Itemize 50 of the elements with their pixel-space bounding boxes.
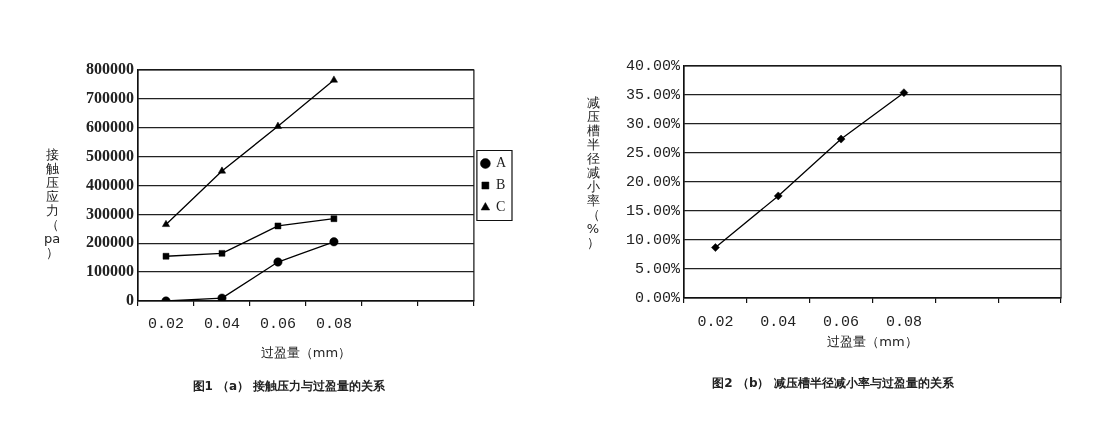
y-tick-label: 200000 bbox=[86, 233, 134, 251]
y-tick-label: 20.00% bbox=[625, 173, 681, 191]
y-tick-label: 0.00% bbox=[634, 289, 681, 307]
y-tick-label: 40.00% bbox=[625, 57, 681, 75]
y-tick-label: 100000 bbox=[86, 262, 134, 280]
point bbox=[330, 215, 338, 222]
text: 减压槽半径减小率（%） bbox=[586, 95, 600, 250]
point bbox=[162, 220, 170, 227]
point bbox=[774, 191, 783, 201]
point bbox=[162, 253, 170, 260]
x-tick-label: 0.08 bbox=[315, 316, 352, 334]
y-axis-title: 接触压应力（pa） bbox=[44, 147, 61, 260]
y-tick-label: 500000 bbox=[86, 146, 134, 164]
y-tick-label: 300000 bbox=[86, 204, 134, 222]
x-axis-title: 过盈量（mm） bbox=[260, 345, 352, 361]
point bbox=[836, 134, 846, 144]
y-tick-label: 800000 bbox=[86, 60, 134, 78]
point bbox=[899, 88, 909, 97]
x-axis-title: 过盈量（mm） bbox=[827, 334, 918, 350]
x-tick-label: 0.04 bbox=[203, 316, 240, 334]
x-tick-label: 0.06 bbox=[259, 316, 296, 334]
point bbox=[711, 243, 720, 252]
text: 图1 （a） 接触压力与过盈量的关系 bbox=[192, 378, 387, 393]
point bbox=[330, 75, 338, 83]
x-tick-label: 0.04 bbox=[760, 314, 797, 332]
point bbox=[329, 237, 339, 247]
point bbox=[274, 222, 282, 230]
point bbox=[218, 166, 226, 174]
text: 图2 （b） 减压槽半径减小率与过盈量的关系 bbox=[712, 375, 955, 390]
legend-label: A bbox=[495, 155, 507, 171]
x-tick-label: 0.08 bbox=[885, 314, 922, 332]
x-tick-label: 0.02 bbox=[697, 314, 734, 332]
y-tick-label: 25.00% bbox=[625, 144, 681, 162]
y-tick-label: 10.00% bbox=[625, 231, 681, 249]
y-tick-label: 15.00% bbox=[625, 202, 681, 220]
y-tick-label: 700000 bbox=[86, 89, 134, 107]
y-tick-label: 30.00% bbox=[625, 115, 681, 133]
y-tick-label: 35.00% bbox=[625, 86, 681, 104]
y-tick-label: 400000 bbox=[86, 175, 134, 193]
point bbox=[274, 121, 282, 129]
legend-label: B bbox=[495, 177, 506, 193]
y-tick-label: 5.00% bbox=[634, 260, 681, 278]
x-tick-label: 0.06 bbox=[823, 314, 860, 332]
point bbox=[218, 250, 226, 257]
point bbox=[273, 257, 283, 267]
x-tick-label: 0.02 bbox=[147, 316, 184, 334]
legend-label: C bbox=[495, 199, 506, 215]
point bbox=[217, 293, 227, 301]
y-tick-label: 600000 bbox=[86, 117, 134, 135]
y-tick-label: 0 bbox=[126, 291, 134, 309]
